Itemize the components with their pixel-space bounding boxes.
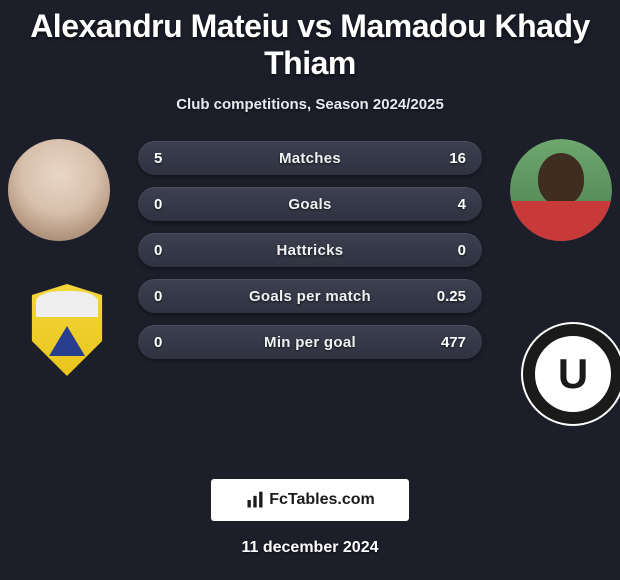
stat-right-value: 0.25 — [424, 288, 466, 305]
comparison-area: U 5 Matches 16 0 Goals 4 0 Hattricks 0 0… — [0, 141, 620, 431]
stat-row: 0 Min per goal 477 — [138, 325, 482, 359]
player-right-avatar — [510, 139, 612, 297]
stat-label: Min per goal — [264, 334, 356, 351]
stat-row: 0 Goals per match 0.25 — [138, 279, 482, 313]
stat-left-value: 5 — [154, 150, 196, 167]
stat-left-value: 0 — [154, 334, 196, 351]
stat-label: Hattricks — [277, 242, 344, 259]
stat-row: 0 Hattricks 0 — [138, 233, 482, 267]
club-badge-left — [16, 279, 118, 381]
stat-label: Goals per match — [249, 288, 371, 305]
player-left-avatar — [8, 139, 110, 241]
comparison-title: Alexandru Mateiu vs Mamadou Khady Thiam — [0, 0, 620, 82]
comparison-subtitle: Club competitions, Season 2024/2025 — [0, 96, 620, 113]
stat-row: 0 Goals 4 — [138, 187, 482, 221]
date-caption: 11 december 2024 — [0, 539, 620, 557]
club-badge-right: U — [522, 323, 620, 425]
stat-label: Goals — [288, 196, 331, 213]
stat-right-value: 4 — [424, 196, 466, 213]
player-left-face — [8, 139, 110, 241]
chart-icon — [245, 490, 265, 510]
stat-label: Matches — [279, 150, 341, 167]
player-right-photo — [510, 139, 612, 241]
stat-right-value: 0 — [424, 242, 466, 259]
stat-left-value: 0 — [154, 196, 196, 213]
club-ring-letter: U — [558, 350, 588, 398]
club-shield-icon — [28, 284, 106, 376]
stat-rows: 5 Matches 16 0 Goals 4 0 Hattricks 0 0 G… — [138, 141, 482, 359]
stat-right-value: 477 — [424, 334, 466, 351]
stat-left-value: 0 — [154, 288, 196, 305]
stat-left-value: 0 — [154, 242, 196, 259]
brand-text: FcTables.com — [269, 491, 375, 509]
brand-badge[interactable]: FcTables.com — [211, 479, 409, 521]
player-right-head — [538, 153, 584, 205]
stat-right-value: 16 — [424, 150, 466, 167]
player-right-jersey — [510, 201, 612, 241]
club-ring-icon: U — [523, 324, 620, 424]
stat-row: 5 Matches 16 — [138, 141, 482, 175]
